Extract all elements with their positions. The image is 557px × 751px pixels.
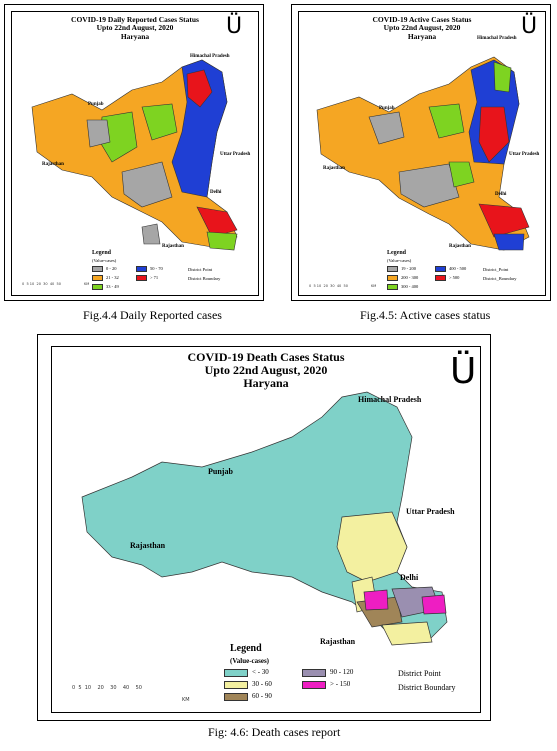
legend-swatch <box>224 669 248 677</box>
legend-swatch <box>302 681 326 689</box>
legend-swatch <box>92 266 103 272</box>
legend-swatch <box>435 275 446 281</box>
label-uttar-pradesh: Uttar Pradesh <box>406 507 455 516</box>
legend-label: 0 - 20 <box>106 266 117 271</box>
legend-label: 200 - 300 <box>401 275 419 280</box>
haryana-map <box>81 391 448 646</box>
label-rajasthan: Rajasthan <box>42 162 64 167</box>
label-rajasthan: Rajasthan <box>130 541 166 550</box>
legend-label: 19 - 200 <box>401 266 416 271</box>
map-panel-active: COVID-19 Active Cases Status Upto 22nd A… <box>291 4 551 301</box>
legend-swatch <box>387 284 398 290</box>
north-arrow-icon: Ü <box>226 14 243 39</box>
label-uttar-pradesh: Uttar Pradesh <box>509 152 540 157</box>
scale-bar: 0 5 10 20 30 40 50 <box>72 685 142 691</box>
label-himachal: Himachal Pradesh <box>358 395 422 404</box>
legend-label: > - 150 <box>330 680 351 688</box>
map-title: COVID-19 Death Cases Status Upto 22nd Au… <box>187 350 345 391</box>
map-panel-death: COVID-19 Death Cases Status Upto 22nd Au… <box>37 334 491 721</box>
label-himachal: Himachal Pradesh <box>190 54 230 59</box>
legend-label: > 500 <box>449 275 460 280</box>
legend-label: 90 - 120 <box>330 668 354 676</box>
legend-subtitle: (Value-cases) <box>230 657 270 665</box>
legend-subtitle: (Value-cases) <box>387 258 412 263</box>
legend-swatch <box>302 669 326 677</box>
map-panel-daily: COVID-19 Daily Reported Cases Status Upt… <box>4 4 264 301</box>
map-title: COVID-19 Daily Reported Cases Status Upt… <box>71 15 199 41</box>
map-frame: COVID-19 Death Cases Status Upto 22nd Au… <box>51 346 481 713</box>
legend-label: 400 - 500 <box>449 266 467 271</box>
label-rajasthan-south: Rajasthan <box>162 244 184 249</box>
label-delhi: Delhi <box>400 573 419 582</box>
scale-bar: 0 5 10 20 30 40 50 <box>22 282 61 286</box>
scale-bar: 0 5 10 20 30 40 50 <box>309 284 348 288</box>
legend-label: 50 - 70 <box>150 266 163 271</box>
label-punjab: Punjab <box>379 106 395 111</box>
legend-swatch <box>92 284 103 290</box>
map-frame: COVID-19 Active Cases Status Upto 22nd A… <box>298 11 546 296</box>
legend-title: Legend <box>230 643 262 654</box>
figure-caption: Fig: 4.6: Death cases report <box>208 725 341 739</box>
legend-swatch <box>387 275 398 281</box>
legend-label: 33 - 49 <box>106 284 119 289</box>
legend-swatch <box>136 266 147 272</box>
label-rajasthan-south: Rajasthan <box>449 244 471 249</box>
map-frame: COVID-19 Daily Reported Cases Status Upt… <box>11 11 259 296</box>
legend-label: 30 - 60 <box>252 680 272 688</box>
legend-label: 300 - 400 <box>401 284 419 289</box>
legend-swatch <box>435 266 446 272</box>
north-arrow-icon: Ü <box>450 351 477 392</box>
legend-subtitle: (Value-cases) <box>92 258 117 263</box>
haryana-map <box>31 59 238 251</box>
label-delhi: Delhi <box>210 190 222 195</box>
north-arrow-icon: Ü <box>521 14 538 39</box>
figure-caption: Fig.4.5: Active cases status <box>360 308 491 322</box>
map-title: COVID-19 Active Cases Status Upto 22nd A… <box>372 15 472 41</box>
legend-label: > 71 <box>150 275 159 280</box>
legend-swatch <box>92 275 103 281</box>
legend-district-boundary: District Boundary <box>398 683 456 692</box>
label-delhi: Delhi <box>495 192 507 197</box>
scale-unit: KM <box>84 282 90 286</box>
legend-label: 21 - 32 <box>106 275 119 280</box>
legend-district-point: District Point <box>398 669 441 678</box>
label-uttar-pradesh: Uttar Pradesh <box>220 152 251 157</box>
legend-district-boundary: District Boundary <box>188 276 221 281</box>
legend-title: Legend <box>387 250 407 256</box>
haryana-map <box>316 56 530 251</box>
legend-title: Legend <box>92 250 112 256</box>
legend-label: < - 30 <box>252 668 269 676</box>
legend-swatch <box>387 266 398 272</box>
label-himachal: Himachal Pradesh <box>477 36 517 41</box>
legend-label: 60 - 90 <box>252 692 272 700</box>
scale-unit: KM <box>371 284 377 288</box>
label-punjab: Punjab <box>88 102 104 107</box>
label-rajasthan-south: Rajasthan <box>320 637 356 646</box>
legend-district-point: District Point <box>188 267 213 272</box>
figure-caption: Fig.4.4 Daily Reported cases <box>83 308 222 322</box>
scale-unit: KM <box>182 697 190 703</box>
label-rajasthan: Rajasthan <box>323 166 345 171</box>
legend-swatch <box>224 681 248 689</box>
legend-swatch <box>136 275 147 281</box>
legend-district-boundary: District_Boundary <box>483 276 517 281</box>
legend-swatch <box>224 693 248 701</box>
label-punjab: Punjab <box>208 467 233 476</box>
legend-district-point: District_Point <box>483 267 509 272</box>
